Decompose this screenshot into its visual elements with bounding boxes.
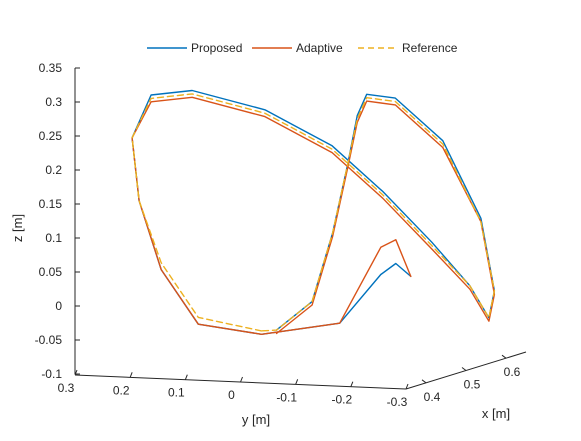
z-tick-label: 0.3 xyxy=(45,95,62,109)
y-tick-label: -0.1 xyxy=(276,390,297,404)
y-tick-label: 0.2 xyxy=(113,383,130,397)
y-tick-label: -0.2 xyxy=(331,393,352,407)
z-tick-label: 0.1 xyxy=(45,231,62,245)
z-axis-label: z [m] xyxy=(10,214,25,242)
z-tick-label: 0.15 xyxy=(39,197,63,211)
series-line-reference xyxy=(131,93,496,332)
z-tick-label: -0.05 xyxy=(35,333,63,347)
z-tick-label: 0.2 xyxy=(45,163,62,177)
legend: Proposed Adaptive Reference xyxy=(147,41,458,55)
y-tick-mark xyxy=(129,372,133,378)
z-tick-label: 0 xyxy=(55,299,62,313)
y-axis-label: y [m] xyxy=(242,412,270,427)
y-tick-label: 0.1 xyxy=(168,386,185,400)
series-line-adaptive xyxy=(131,96,496,335)
x-tick-mark xyxy=(421,379,427,384)
y-tick-mark xyxy=(240,376,243,383)
legend-label-proposed: Proposed xyxy=(191,41,242,55)
x-tick-mark xyxy=(461,367,467,371)
y-tick-mark xyxy=(350,381,354,387)
y-tick-label: 0 xyxy=(228,388,235,402)
y-tick-mark xyxy=(74,369,78,376)
y-tick-mark xyxy=(295,379,299,385)
legend-label-reference: Reference xyxy=(402,41,458,55)
z-tick-label: -0.1 xyxy=(41,367,62,381)
series-layer xyxy=(131,89,496,335)
z-tick-label: 0.05 xyxy=(39,265,63,279)
legend-label-adaptive: Adaptive xyxy=(296,41,343,55)
z-tick-label: 0.35 xyxy=(39,61,63,75)
y-tick-label: -0.3 xyxy=(387,395,408,409)
y-tick-mark xyxy=(405,383,409,390)
x-tick-mark xyxy=(501,354,507,359)
ticks-group: 0.350.30.250.20.150.10.050-0.05-0.10.3 0.… xyxy=(35,61,521,409)
x-axis-label: x [m] xyxy=(482,406,510,421)
x-tick-label: 0.4 xyxy=(424,390,441,404)
x-tick-label: 0.5 xyxy=(464,378,481,392)
x-tick-label: 0.6 xyxy=(504,365,521,379)
z-tick-label: 0.25 xyxy=(39,129,63,143)
y-tick-mark xyxy=(184,374,188,380)
y-tick-label: 0.3 xyxy=(58,381,75,395)
